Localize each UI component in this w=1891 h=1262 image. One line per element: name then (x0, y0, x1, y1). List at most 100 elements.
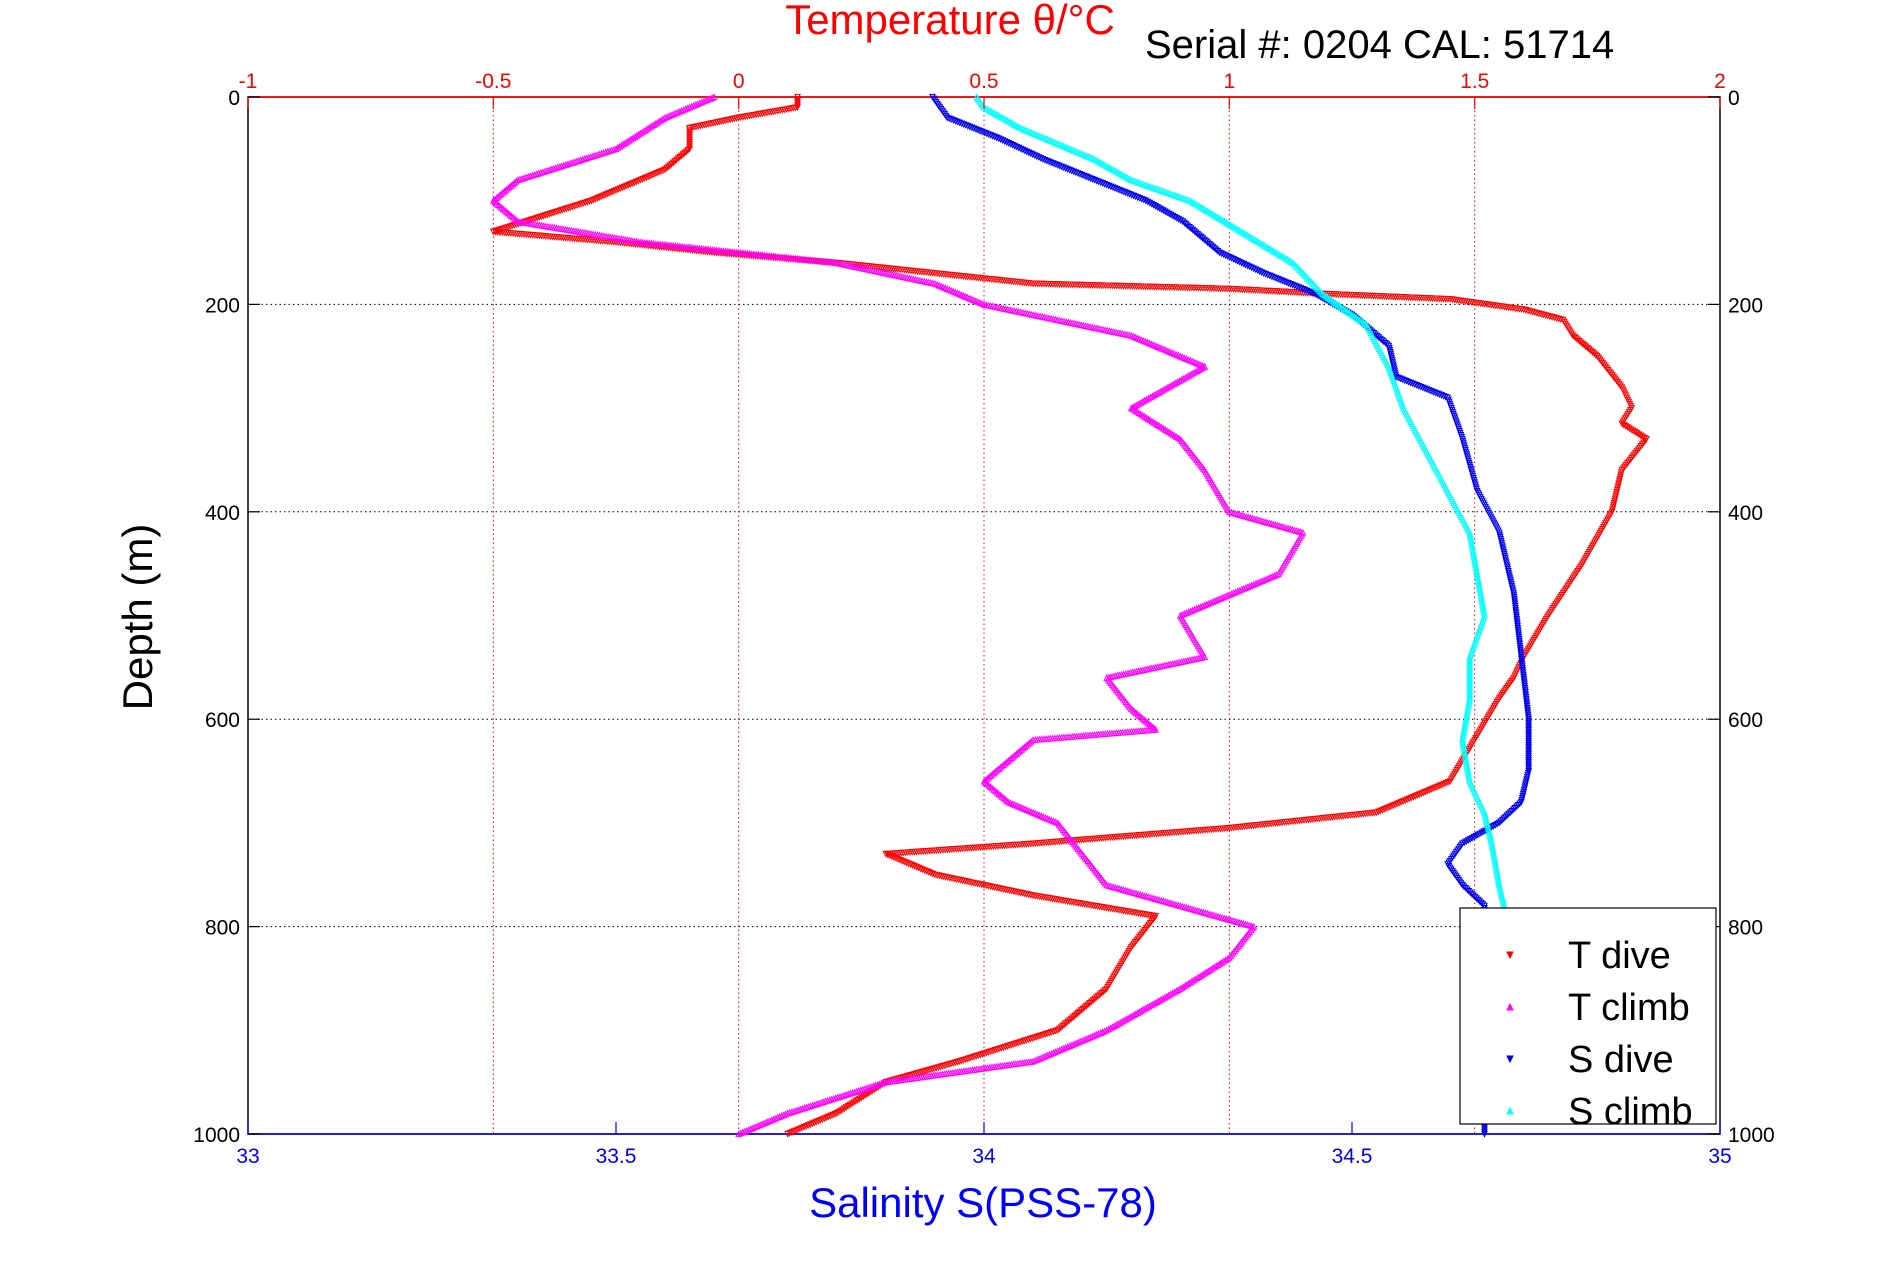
data-point (1403, 378, 1410, 385)
data-point (1411, 793, 1419, 800)
data-point (1411, 381, 1419, 389)
chart-title: Temperature θ/°C (785, 0, 1115, 43)
data-point (567, 204, 574, 212)
data-point (1099, 180, 1107, 187)
y-axis-label: Depth (m) (114, 524, 161, 711)
data-point (1270, 274, 1278, 282)
data-point (1426, 786, 1434, 794)
data-point (930, 1065, 938, 1073)
data-point (1262, 271, 1270, 278)
data-point (970, 125, 978, 133)
data-point (1377, 807, 1385, 815)
data-point (1076, 171, 1084, 178)
data-point (1526, 308, 1534, 316)
data-point (833, 1110, 841, 1117)
data-point (985, 1049, 993, 1056)
data-point (999, 1044, 1007, 1052)
data-point (552, 208, 560, 216)
depth-tick-label-right: 0 (1728, 87, 1740, 110)
data-point (1058, 163, 1065, 171)
data-point (788, 1129, 796, 1136)
data-point (1004, 1043, 1011, 1050)
data-point (1078, 171, 1086, 179)
data-point (952, 117, 959, 125)
data-point (1400, 377, 1408, 385)
data-point (1481, 1130, 1488, 1138)
data-point (814, 1117, 822, 1125)
data-point (927, 869, 935, 877)
data-point (1080, 172, 1088, 180)
data-point (1385, 804, 1393, 812)
data-point (993, 134, 1001, 142)
data-point (1432, 784, 1440, 792)
data-point (1381, 805, 1389, 813)
data-point (581, 199, 589, 207)
data-point (1398, 376, 1406, 384)
data-point (1539, 311, 1547, 319)
data-point (900, 858, 908, 866)
data-point (1553, 315, 1560, 322)
data-point (1064, 166, 1072, 173)
data-point (1276, 276, 1284, 284)
data-point (1537, 311, 1545, 318)
data-point (1533, 309, 1541, 317)
data-point (906, 861, 914, 869)
data-point (1072, 169, 1080, 177)
data-point (1436, 782, 1444, 790)
data-point (993, 1046, 1001, 1054)
data-point (1097, 179, 1104, 187)
data-point (904, 860, 912, 868)
data-point (1001, 1043, 1009, 1051)
data-point (1423, 386, 1431, 394)
data-point (1555, 315, 1563, 323)
data-point (1060, 164, 1067, 172)
legend-marker (1506, 1106, 1514, 1115)
depth-tick-label-left: 600 (205, 709, 240, 732)
data-point (1307, 289, 1315, 297)
data-point (1418, 790, 1425, 798)
data-point (1107, 183, 1115, 191)
data-point (976, 1051, 984, 1059)
data-point (1088, 176, 1096, 183)
data-point (928, 1066, 936, 1073)
data-point (962, 1056, 970, 1064)
data-point (989, 132, 996, 140)
data-point (1117, 187, 1125, 195)
data-point (1274, 275, 1282, 283)
data-point (1436, 391, 1443, 399)
data-point (1070, 168, 1078, 176)
data-point (1444, 779, 1452, 787)
data-point (1428, 786, 1436, 793)
data-point (1136, 195, 1144, 202)
data-point (1045, 1029, 1053, 1037)
data-point (825, 1113, 833, 1121)
data-point (1062, 165, 1069, 173)
data-point (1093, 177, 1100, 185)
data-point (542, 212, 549, 219)
data-point (1128, 191, 1135, 199)
data-point (1012, 1040, 1020, 1048)
depth-tick-label-right: 800 (1728, 917, 1763, 940)
data-point (1121, 189, 1129, 197)
data-point (1407, 794, 1415, 802)
data-point (1111, 185, 1119, 192)
data-point (1399, 798, 1407, 806)
data-point (592, 195, 599, 203)
data-point (920, 1068, 928, 1076)
data-point (821, 1115, 828, 1123)
data-point (508, 222, 516, 230)
data-point (500, 225, 508, 233)
data-point (1427, 387, 1435, 395)
data-point (806, 1121, 814, 1129)
data-point (1055, 162, 1063, 170)
data-point (1018, 1038, 1026, 1046)
data-point (1431, 389, 1439, 397)
data-point (911, 863, 918, 870)
data-point (1052, 1027, 1059, 1035)
data-point (1086, 175, 1094, 183)
data-point (1272, 275, 1280, 282)
depth-tick-label-left: 0 (228, 87, 240, 110)
data-point (1305, 288, 1313, 296)
data-point (956, 119, 963, 127)
